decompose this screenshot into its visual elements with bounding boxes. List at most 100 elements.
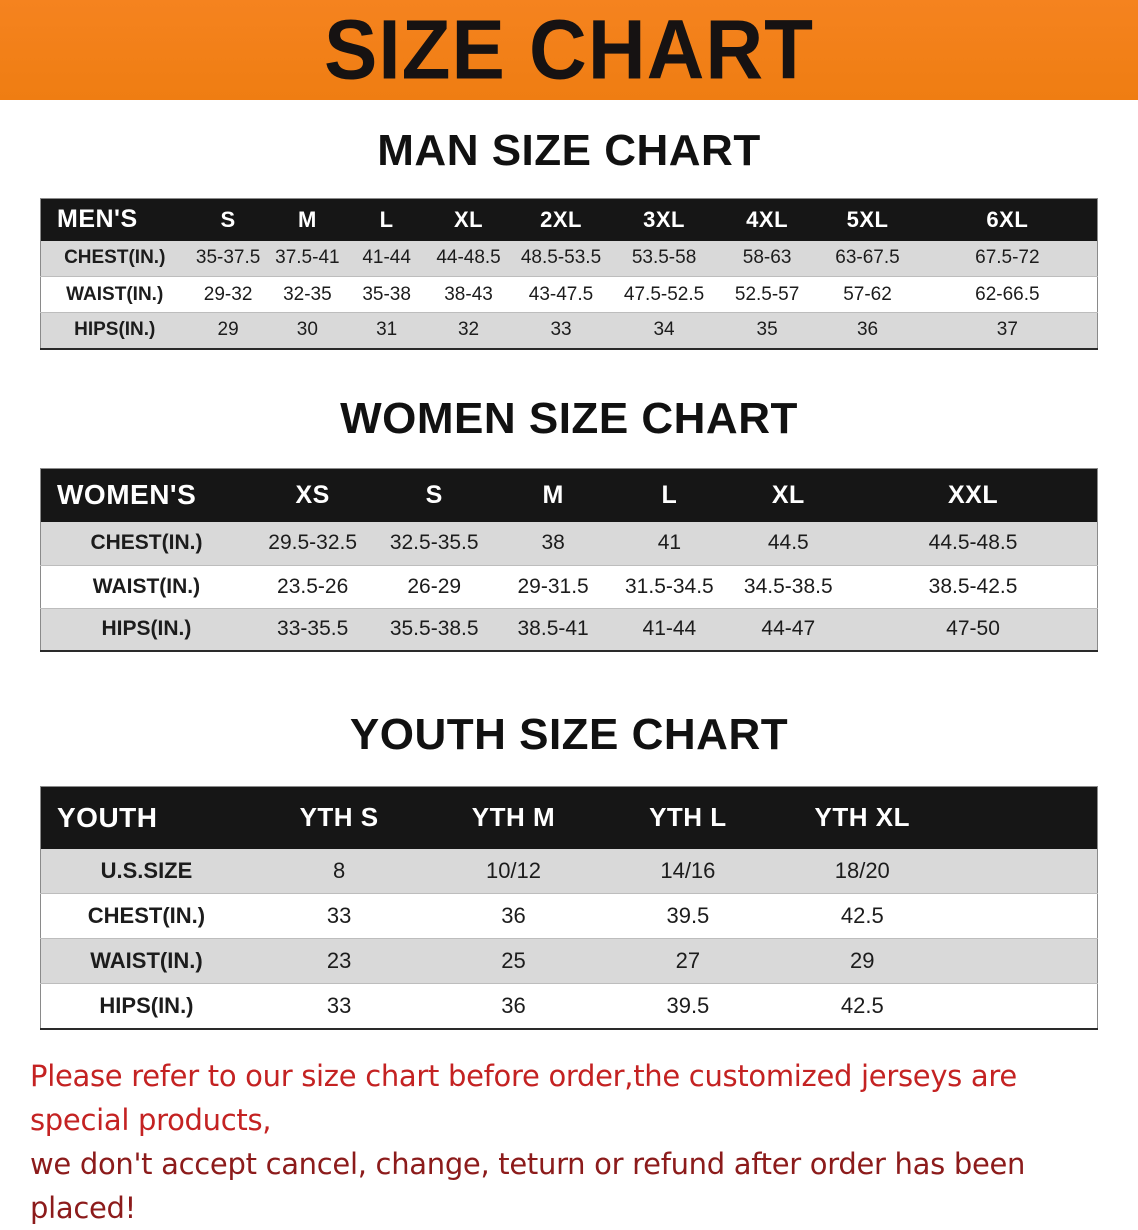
value-cell: 36 <box>426 983 601 1029</box>
size-header-cell: M <box>267 198 347 241</box>
youth-table-header-row: YOUTH YTH S YTH M YTH L YTH XL <box>40 786 1098 849</box>
value-cell: 37 <box>917 312 1098 349</box>
size-header-cell: S <box>373 468 495 522</box>
size-header-cell: YTH M <box>426 786 601 849</box>
disclaimer-line-2: we don't accept cancel, change, teturn o… <box>30 1146 1026 1225</box>
youth-chart-section: YOUTH SIZE CHART YOUTH YTH S YTH M YTH L YTH… <box>0 710 1138 1030</box>
spacer-cell <box>949 938 1098 984</box>
value-cell: 38.5-42.5 <box>849 565 1098 609</box>
value-cell: 38.5-41 <box>494 608 612 652</box>
size-chart-banner: SIZE CHART <box>0 0 1138 100</box>
table-row: U.S.SIZE 8 10/12 14/16 18/20 <box>40 848 1098 894</box>
table-row: HIPS(IN.) 29 30 31 32 33 34 35 36 37 <box>40 312 1098 349</box>
row-label-cell: CHEST(IN.) <box>40 522 252 566</box>
value-cell: 43-47.5 <box>510 276 612 313</box>
value-cell: 18/20 <box>775 848 950 894</box>
value-cell: 38-43 <box>426 276 511 313</box>
value-cell: 33 <box>510 312 612 349</box>
value-cell: 34.5-38.5 <box>727 565 850 609</box>
womens-size-table: WOMEN'S XS S M L XL XXL CHEST(IN.) 29.5-32.5 32.… <box>40 467 1098 652</box>
size-header-cell: M <box>494 468 612 522</box>
spacer-cell <box>949 848 1098 894</box>
banner-title: SIZE CHART <box>324 2 814 97</box>
value-cell: 62-66.5 <box>917 276 1098 313</box>
value-cell: 29-31.5 <box>494 565 612 609</box>
value-cell: 41 <box>611 522 728 566</box>
size-header-cell: 6XL <box>917 198 1098 241</box>
mens-table-header-row: MEN'S S M L XL 2XL 3XL 4XL 5XL 6XL <box>40 198 1098 241</box>
womens-table-header-row: WOMEN'S XS S M L XL XXL <box>40 468 1098 522</box>
value-cell: 37.5-41 <box>267 240 347 277</box>
mens-size-table: MEN'S S M L XL 2XL 3XL 4XL 5XL 6XL CHEST(IN.) 35-3… <box>40 198 1098 350</box>
row-label-cell: HIPS(IN.) <box>40 983 252 1029</box>
value-cell: 32 <box>426 312 511 349</box>
value-cell: 57-62 <box>817 276 918 313</box>
size-header-cell: 3XL <box>611 198 717 241</box>
spacer-cell <box>949 983 1098 1029</box>
value-cell: 31 <box>347 312 427 349</box>
row-label-cell: WAIST(IN.) <box>40 938 252 984</box>
value-cell: 29 <box>775 938 950 984</box>
size-header-cell: XL <box>426 198 511 241</box>
value-cell: 53.5-58 <box>611 240 717 277</box>
table-title-cell: WOMEN'S <box>40 468 252 522</box>
size-header-cell: L <box>347 198 427 241</box>
size-header-cell: YTH XL <box>775 786 950 849</box>
value-cell: 36 <box>426 893 601 939</box>
value-cell: 14/16 <box>600 848 776 894</box>
value-cell: 23.5-26 <box>251 565 374 609</box>
size-header-cell: 2XL <box>510 198 612 241</box>
value-cell: 52.5-57 <box>716 276 818 313</box>
table-title-cell: YOUTH <box>40 786 252 849</box>
value-cell: 29-32 <box>188 276 268 313</box>
row-label-cell: CHEST(IN.) <box>40 893 252 939</box>
value-cell: 35-37.5 <box>188 240 268 277</box>
value-cell: 23 <box>251 938 427 984</box>
value-cell: 35-38 <box>347 276 427 313</box>
table-row: WAIST(IN.) 23 25 27 29 <box>40 938 1098 984</box>
size-header-cell: S <box>188 198 268 241</box>
row-label-cell: CHEST(IN.) <box>40 240 189 277</box>
value-cell: 8 <box>251 848 427 894</box>
value-cell: 32.5-35.5 <box>373 522 495 566</box>
row-label-cell: WAIST(IN.) <box>40 565 252 609</box>
size-header-cell: 5XL <box>817 198 918 241</box>
value-cell: 41-44 <box>611 608 728 652</box>
row-label-cell: HIPS(IN.) <box>40 312 189 349</box>
value-cell: 58-63 <box>716 240 818 277</box>
value-cell: 38 <box>494 522 612 566</box>
size-header-cell: YTH L <box>600 786 776 849</box>
table-row: WAIST(IN.) 29-32 32-35 35-38 38-43 43-47.5 47.… <box>40 276 1098 313</box>
table-row: CHEST(IN.) 33 36 39.5 42.5 <box>40 893 1098 939</box>
spacer-cell <box>949 893 1098 939</box>
value-cell: 48.5-53.5 <box>510 240 612 277</box>
mens-chart-section: MAN SIZE CHART MEN'S S M L XL 2XL 3XL 4XL 5XL 6XL… <box>0 126 1138 350</box>
value-cell: 44-47 <box>727 608 850 652</box>
spacer-cell <box>949 786 1098 849</box>
value-cell: 32-35 <box>267 276 347 313</box>
value-cell: 29 <box>188 312 268 349</box>
value-cell: 25 <box>426 938 601 984</box>
size-header-cell: YTH S <box>251 786 427 849</box>
value-cell: 29.5-32.5 <box>251 522 374 566</box>
value-cell: 36 <box>817 312 918 349</box>
value-cell: 47.5-52.5 <box>611 276 717 313</box>
size-header-cell: 4XL <box>716 198 818 241</box>
row-label-cell: U.S.SIZE <box>40 848 252 894</box>
value-cell: 39.5 <box>600 893 776 939</box>
value-cell: 33 <box>251 983 427 1029</box>
value-cell: 30 <box>267 312 347 349</box>
disclaimer-line-1: Please refer to our size chart before or… <box>30 1058 1017 1137</box>
size-header-cell: XXL <box>849 468 1098 522</box>
table-row: CHEST(IN.) 29.5-32.5 32.5-35.5 38 41 44.5 44.5… <box>40 522 1098 566</box>
value-cell: 47-50 <box>849 608 1098 652</box>
value-cell: 34 <box>611 312 717 349</box>
value-cell: 33 <box>251 893 427 939</box>
value-cell: 35.5-38.5 <box>373 608 495 652</box>
value-cell: 26-29 <box>373 565 495 609</box>
table-row: HIPS(IN.) 33-35.5 35.5-38.5 38.5-41 41-44 44-… <box>40 608 1098 652</box>
womens-chart-heading: WOMEN SIZE CHART <box>340 393 798 443</box>
value-cell: 44.5-48.5 <box>849 522 1098 566</box>
value-cell: 33-35.5 <box>251 608 374 652</box>
size-header-cell: XS <box>251 468 374 522</box>
